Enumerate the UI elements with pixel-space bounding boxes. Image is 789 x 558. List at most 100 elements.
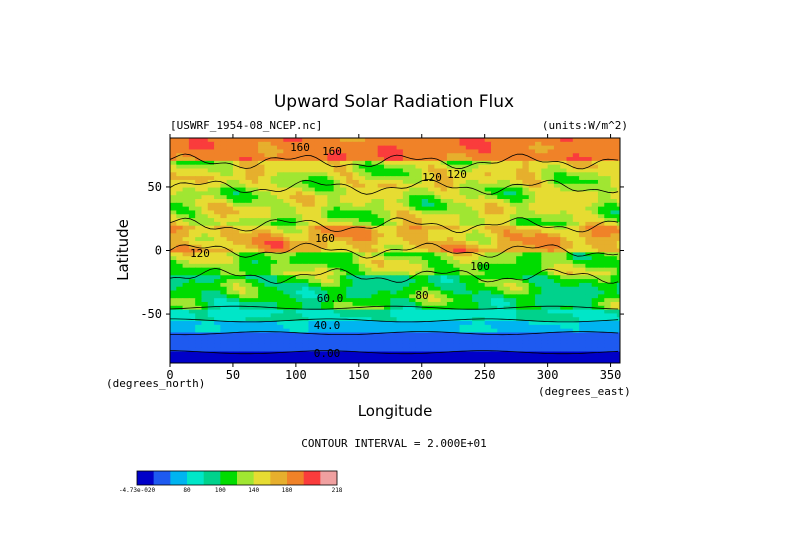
heatmap-cell (232, 267, 240, 273)
heatmap-cell (232, 317, 240, 322)
heatmap-cell (616, 305, 620, 311)
heatmap-cell (289, 340, 297, 345)
heatmap-cell (509, 343, 517, 349)
heatmap-cell (302, 199, 310, 204)
heatmap-cell (566, 321, 574, 326)
heatmap-cell (321, 282, 328, 288)
heatmap-cell (333, 153, 341, 158)
heatmap-cell (226, 214, 234, 219)
heatmap-cell (333, 210, 341, 215)
heatmap-cell (295, 138, 303, 143)
heatmap-cell (276, 183, 284, 189)
heatmap-cell (258, 160, 265, 166)
heatmap-cell (509, 168, 517, 173)
heatmap-cell (522, 298, 530, 303)
heatmap-cell (220, 164, 228, 170)
heatmap-cell (352, 233, 360, 238)
heatmap-cell (396, 256, 404, 261)
heatmap-cell (182, 229, 190, 234)
heatmap-cell (547, 199, 555, 204)
heatmap-cell (591, 138, 599, 143)
heatmap-cell (597, 237, 605, 242)
heatmap-cell (308, 179, 316, 185)
heatmap-cell (541, 317, 549, 322)
heatmap-cell (553, 324, 561, 330)
heatmap-cell (201, 221, 209, 227)
heatmap-cell (232, 240, 240, 246)
heatmap-cell (276, 282, 284, 288)
heatmap-cell (220, 347, 228, 353)
heatmap-cell (232, 298, 240, 303)
heatmap-cell (497, 145, 505, 151)
heatmap-cell (566, 172, 574, 177)
heatmap-cell (239, 271, 247, 276)
heatmap-cell (226, 359, 234, 363)
heatmap-cell (528, 263, 536, 269)
heatmap-cell (245, 260, 253, 265)
heatmap-cell (289, 187, 297, 192)
heatmap-cell (321, 336, 328, 341)
heatmap-cell (251, 309, 259, 315)
heatmap-cell (314, 153, 322, 158)
heatmap-cell (289, 309, 297, 315)
heatmap-cell (597, 359, 605, 363)
heatmap-cell (270, 164, 278, 170)
heatmap-cell (371, 317, 379, 322)
heatmap-cell (446, 141, 454, 147)
heatmap-cell (270, 343, 278, 349)
heatmap-cell (188, 168, 196, 173)
heatmap-cell (453, 252, 461, 257)
heatmap-cell (283, 153, 291, 158)
heatmap-cell (579, 290, 586, 295)
heatmap-cell (421, 248, 429, 253)
heatmap-cell (295, 187, 303, 192)
heatmap-cell (472, 336, 479, 341)
heatmap-cell (528, 252, 536, 257)
heatmap-cell (188, 149, 196, 154)
heatmap-cell (358, 279, 366, 284)
heatmap-cell (579, 279, 586, 284)
heatmap-cell (547, 229, 555, 234)
heatmap-cell (579, 141, 586, 147)
heatmap-cell (490, 240, 498, 246)
heatmap-cell (295, 252, 303, 257)
heatmap-cell (276, 206, 284, 212)
heatmap-cell (358, 199, 366, 204)
colorbar-swatch (270, 471, 288, 485)
heatmap-cell (170, 164, 177, 170)
heatmap-cell (585, 343, 593, 349)
heatmap-cell (465, 199, 473, 204)
heatmap-cell (214, 324, 221, 330)
heatmap-cell (377, 221, 385, 227)
heatmap-cell (503, 195, 511, 200)
heatmap-cell (453, 153, 461, 158)
heatmap-cell (591, 179, 599, 185)
heatmap-cell (522, 263, 530, 269)
heatmap-cell (478, 145, 486, 151)
heatmap-cell (289, 359, 297, 363)
heatmap-cell (459, 214, 467, 219)
heatmap-cell (195, 172, 203, 177)
heatmap-cell (547, 340, 555, 345)
heatmap-cell (446, 252, 454, 257)
heatmap-cell (440, 321, 448, 326)
heatmap-cell (390, 179, 398, 185)
heatmap-cell (465, 347, 473, 353)
heatmap-cell (597, 244, 605, 250)
heatmap-cell (478, 233, 486, 238)
heatmap-cell (302, 328, 310, 334)
heatmap-cell (579, 195, 586, 200)
heatmap-cell (541, 294, 549, 299)
heatmap-cell (440, 221, 448, 227)
heatmap-cell (616, 233, 620, 238)
heatmap-cell (591, 317, 599, 322)
heatmap-cell (572, 244, 580, 250)
contour-label: 160 (290, 141, 310, 154)
heatmap-cell (333, 199, 341, 204)
heatmap-cell (610, 176, 618, 181)
heatmap-cell (207, 309, 215, 315)
heatmap-cell (264, 202, 272, 208)
heatmap-cell (302, 202, 310, 208)
heatmap-cell (604, 179, 612, 185)
heatmap-cell (264, 206, 272, 212)
